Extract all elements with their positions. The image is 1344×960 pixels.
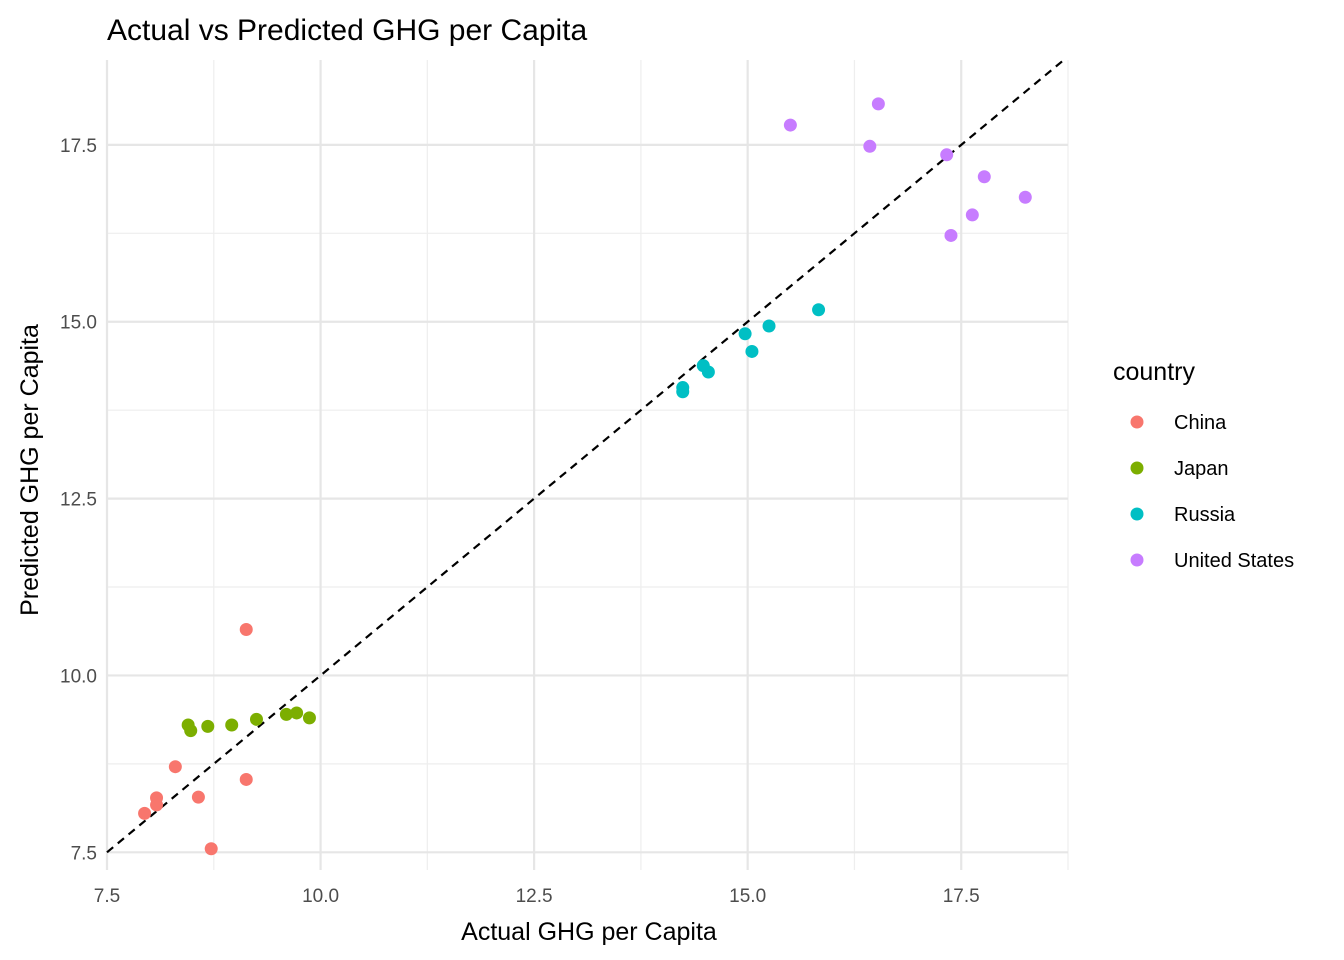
legend-key-japan bbox=[1130, 461, 1144, 475]
point-china bbox=[204, 842, 218, 856]
grid bbox=[105, 60, 1069, 870]
point-russia bbox=[812, 303, 826, 317]
y-axis-title: Predicted GHG per Capita bbox=[16, 324, 44, 616]
y-tick-label: 10.0 bbox=[60, 666, 97, 687]
point-japan bbox=[302, 711, 316, 725]
y-tick-label: 17.5 bbox=[60, 136, 97, 157]
point-russia bbox=[701, 365, 715, 379]
x-tick-label: 15.0 bbox=[729, 886, 766, 907]
y-axis-ticks: 7.5 10.0 12.5 15.0 17.5 bbox=[60, 136, 97, 864]
point-russia bbox=[676, 385, 690, 399]
point-china bbox=[138, 806, 152, 820]
point-japan bbox=[184, 724, 198, 738]
identity-reference-line bbox=[106, 59, 1065, 854]
x-tick-label: 17.5 bbox=[943, 886, 980, 907]
point-russia bbox=[762, 319, 776, 333]
legend-label-japan: Japan bbox=[1174, 458, 1229, 480]
point-united-states bbox=[871, 97, 885, 111]
point-united-states bbox=[863, 139, 877, 153]
x-tick-label: 7.5 bbox=[94, 886, 120, 907]
chart-title: Actual vs Predicted GHG per Capita bbox=[107, 14, 588, 47]
legend-key-china bbox=[1130, 415, 1144, 429]
point-china bbox=[150, 798, 164, 812]
x-tick-label: 10.0 bbox=[302, 886, 339, 907]
x-tick-label: 12.5 bbox=[516, 886, 553, 907]
legend-label-russia: Russia bbox=[1174, 504, 1236, 526]
point-china bbox=[239, 622, 253, 636]
y-tick-label: 12.5 bbox=[60, 490, 97, 511]
point-united-states bbox=[940, 148, 954, 162]
point-united-states bbox=[977, 170, 991, 184]
legend: country China Japan Russia United States bbox=[1113, 358, 1294, 572]
legend-label-china: China bbox=[1174, 412, 1227, 434]
legend-title: country bbox=[1113, 358, 1195, 386]
point-russia bbox=[738, 327, 752, 341]
point-united-states bbox=[1018, 190, 1032, 204]
point-japan bbox=[249, 712, 263, 726]
legend-key-united-states bbox=[1130, 553, 1144, 567]
point-japan bbox=[279, 707, 293, 721]
y-tick-label: 7.5 bbox=[71, 843, 97, 864]
x-axis-ticks: 7.5 10.0 12.5 15.0 17.5 bbox=[94, 886, 980, 907]
point-china bbox=[168, 760, 182, 774]
data-points bbox=[138, 97, 1032, 856]
legend-key-russia bbox=[1130, 507, 1144, 521]
y-tick-label: 15.0 bbox=[60, 313, 97, 334]
point-japan bbox=[201, 719, 215, 733]
legend-label-united-states: United States bbox=[1174, 550, 1294, 572]
point-japan bbox=[290, 706, 304, 720]
point-china bbox=[239, 772, 253, 786]
point-united-states bbox=[783, 118, 797, 132]
x-axis-title: Actual GHG per Capita bbox=[461, 918, 717, 946]
point-china bbox=[191, 790, 205, 804]
point-united-states bbox=[944, 228, 958, 242]
point-russia bbox=[745, 344, 759, 358]
point-japan bbox=[225, 718, 239, 732]
point-united-states bbox=[965, 208, 979, 222]
